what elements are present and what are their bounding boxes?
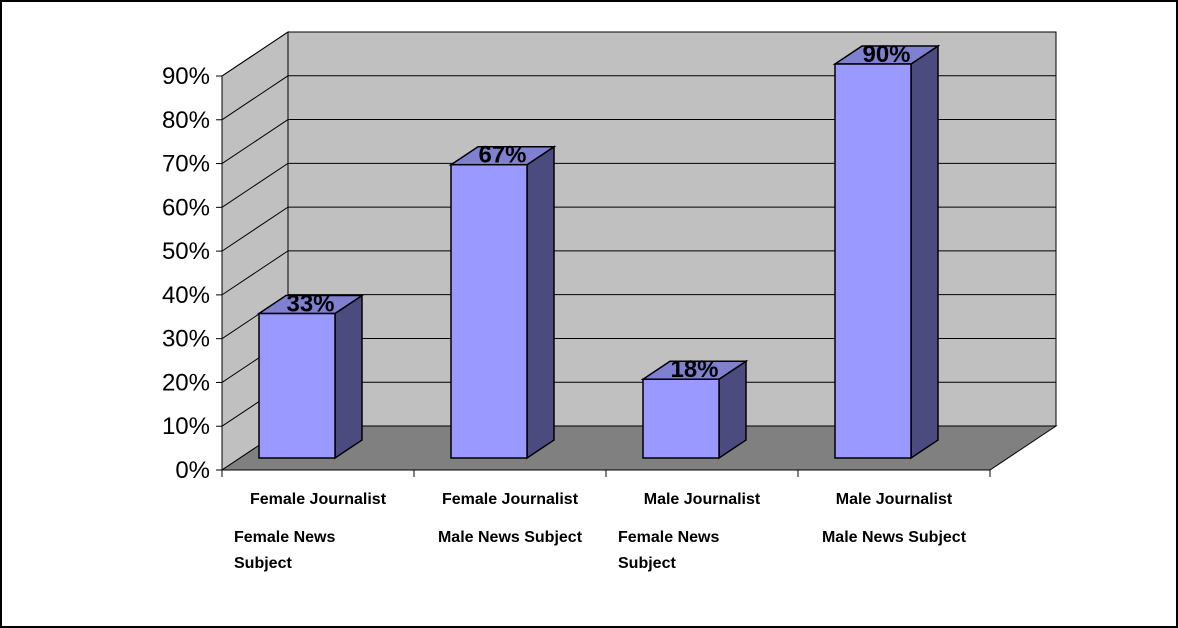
category-label-line1: Male Journalist xyxy=(644,491,761,508)
bars xyxy=(256,44,941,460)
category-label-line2: Female News xyxy=(234,529,335,546)
bar-side xyxy=(910,44,939,460)
gridline xyxy=(221,206,1056,252)
data-label: 67% xyxy=(478,142,526,169)
data-label: 90% xyxy=(862,41,910,68)
data-labels: 33% 67% 18% 90% xyxy=(286,41,910,383)
y-tick-labels: 0% 10% 20% 30% 40% 50% 60% 70% 80% 90% xyxy=(162,63,210,484)
category-labels: Female Journalist Female News Subject Femal… xyxy=(234,491,967,572)
category-label-line1: Male Journalist xyxy=(836,491,953,508)
category-label-line2: Female News xyxy=(618,529,719,546)
bar-side xyxy=(334,294,363,460)
data-label: 33% xyxy=(286,291,334,318)
y-tick-label: 20% xyxy=(162,369,210,396)
axes xyxy=(216,75,991,477)
category-label-line2: Male News Subject xyxy=(822,529,967,546)
y-tick-label: 10% xyxy=(162,413,210,440)
y-tick-label: 50% xyxy=(162,238,210,265)
category-label-line3: Subject xyxy=(234,555,292,572)
y-tick-label: 40% xyxy=(162,282,210,309)
y-tick-label: 60% xyxy=(162,194,210,221)
gridline xyxy=(221,75,1056,121)
y-tick-label: 70% xyxy=(162,151,210,178)
category-label-line2: Male News Subject xyxy=(438,529,583,546)
category-label-line1: Female Journalist xyxy=(250,491,387,508)
bar xyxy=(834,63,912,459)
bar xyxy=(450,163,528,459)
y-tick-label: 90% xyxy=(162,63,210,90)
y-tick-label: 30% xyxy=(162,326,210,353)
y-tick-label: 80% xyxy=(162,107,210,134)
gridline xyxy=(221,250,1056,296)
bar-side xyxy=(526,145,555,460)
y-tick-label: 0% xyxy=(175,457,210,484)
gridline xyxy=(221,162,1056,208)
data-label: 18% xyxy=(670,356,718,383)
bar xyxy=(258,312,336,459)
bar xyxy=(642,378,720,459)
category-label-line1: Female Journalist xyxy=(442,491,579,508)
gridline xyxy=(221,31,1056,77)
gridline xyxy=(221,119,1056,164)
category-label-line3: Subject xyxy=(618,555,676,572)
gridline xyxy=(221,294,1056,340)
